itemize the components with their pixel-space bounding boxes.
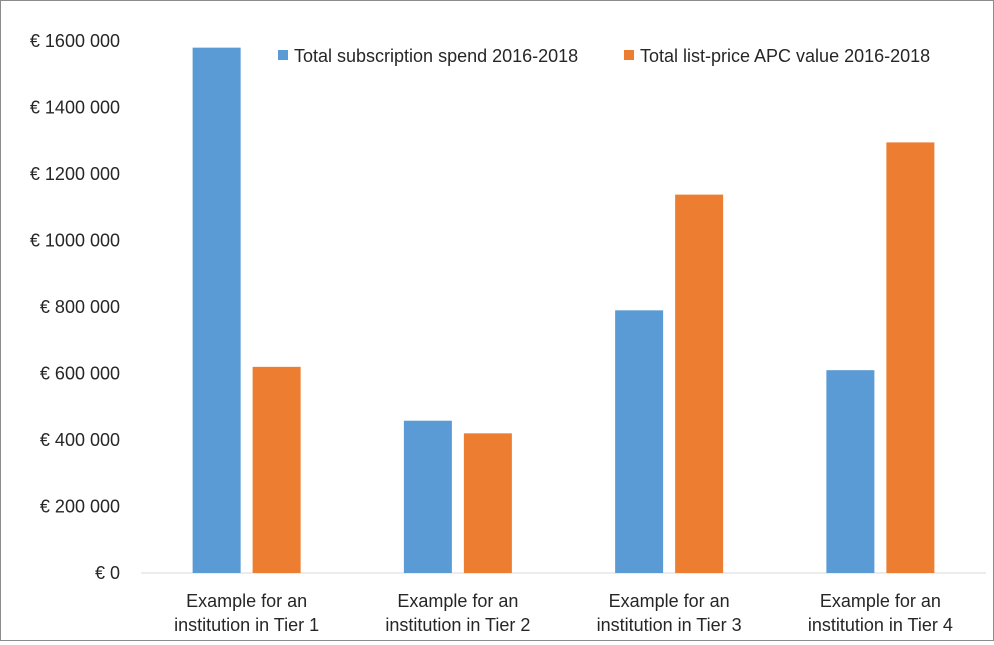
x-category-label: Example for an: [186, 591, 307, 611]
bar-subscription-spend-tier-2: [403, 420, 452, 573]
x-category-label: Example for an: [397, 591, 518, 611]
legend-swatch-apc-value: [624, 50, 634, 60]
bar-apc-value-tier-1: [252, 366, 301, 573]
x-category-label: institution in Tier 4: [808, 615, 953, 635]
x-category-label: Example for an: [609, 591, 730, 611]
bar-subscription-spend-tier-1: [192, 47, 241, 573]
legend: Total subscription spend 2016-2018 Total …: [278, 46, 930, 66]
y-tick-label: € 0: [95, 563, 120, 583]
y-tick-label: € 1400 000: [30, 98, 120, 118]
legend-label-apc-value: Total list-price APC value 2016-2018: [640, 46, 930, 66]
legend-label-subscription-spend: Total subscription spend 2016-2018: [294, 46, 578, 66]
bars-layer: [192, 47, 935, 574]
axis-layer: € 0 € 200 000 € 400 000 € 600 000 € 800 000 €…: [30, 31, 986, 635]
y-tick-label: € 1600 000: [30, 31, 120, 51]
x-category-label: institution in Tier 3: [597, 615, 742, 635]
y-tick-label: € 600 000: [40, 364, 120, 384]
legend-swatch-subscription-spend: [278, 50, 288, 60]
y-tick-label: € 200 000: [40, 497, 120, 517]
bar-subscription-spend-tier-3: [615, 310, 664, 573]
x-category-label: institution in Tier 2: [385, 615, 530, 635]
y-tick-label: € 400 000: [40, 430, 120, 450]
bar-subscription-spend-tier-4: [826, 370, 875, 573]
y-tick-label: € 1200 000: [30, 164, 120, 184]
x-category-label: Example for an: [820, 591, 941, 611]
bar-apc-value-tier-4: [886, 142, 935, 573]
x-category-label: institution in Tier 1: [174, 615, 319, 635]
y-tick-label: € 800 000: [40, 297, 120, 317]
y-tick-label: € 1000 000: [30, 231, 120, 251]
bar-apc-value-tier-3: [675, 194, 724, 574]
bar-apc-value-tier-2: [463, 433, 512, 573]
